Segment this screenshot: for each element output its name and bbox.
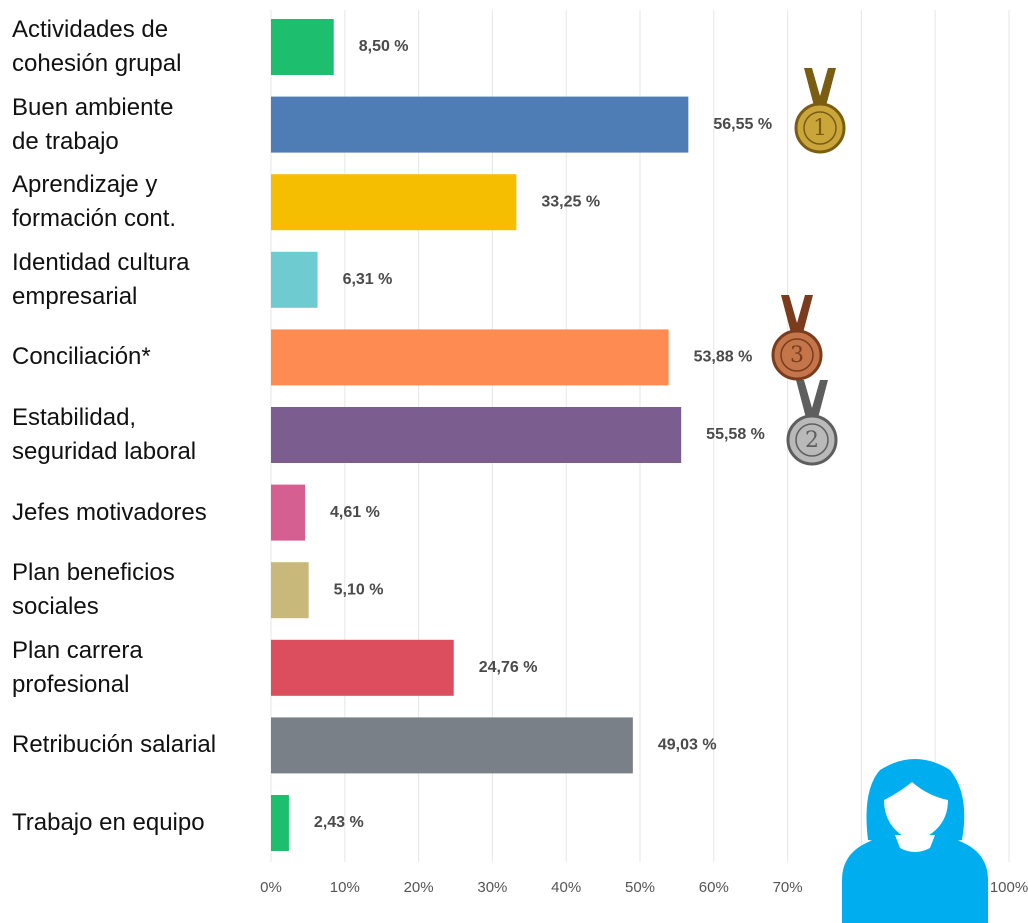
bar <box>271 484 306 541</box>
bar <box>271 329 669 386</box>
bar <box>271 562 309 619</box>
bar <box>271 96 689 153</box>
category-label: Actividades de cohesión grupal <box>12 16 182 77</box>
bar <box>271 407 682 463</box>
x-tick-label: 10% <box>330 879 360 896</box>
value-label: 4,61 % <box>330 504 380 521</box>
value-label: 6,31 % <box>343 271 393 288</box>
category-label: Plan beneficios sociales <box>12 559 175 621</box>
person-body <box>842 832 988 923</box>
category-label: Identidad cultura empresarial <box>12 248 190 310</box>
medal: 2 <box>786 380 838 466</box>
category-label: Aprendizaje y formación cont. <box>12 171 177 233</box>
x-tick-label: 50% <box>625 879 655 896</box>
medal-ribbon <box>781 295 813 333</box>
category-label: Retribución salarial <box>12 731 217 759</box>
medal-inner <box>780 338 814 372</box>
category-label: Plan carrera profesional <box>12 636 143 698</box>
x-tick-label: 20% <box>404 879 434 896</box>
person-neck <box>895 835 935 852</box>
medal-inner <box>803 111 837 145</box>
bar <box>271 639 454 696</box>
medal-disc <box>794 102 846 154</box>
medal-disc <box>771 329 823 381</box>
value-label: 2,43 % <box>314 814 364 831</box>
x-tick-label: 70% <box>773 879 803 896</box>
medal-number: 3 <box>790 343 804 368</box>
value-label: 33,25 % <box>541 193 600 210</box>
medal-ribbon <box>804 68 836 106</box>
bar <box>271 251 318 308</box>
x-tick-label: 100% <box>990 879 1028 896</box>
medal-number: 1 <box>813 116 827 141</box>
category-label: Conciliación* <box>12 343 151 371</box>
value-label: 49,03 % <box>658 737 717 754</box>
medal-inner <box>795 423 829 457</box>
x-tick-label: 60% <box>699 879 729 896</box>
category-label: Buen ambiente de trabajo <box>12 93 174 155</box>
value-label: 56,55 % <box>713 116 772 133</box>
bar <box>271 795 289 851</box>
value-label: 8,50 % <box>359 38 409 55</box>
value-label: 53,88 % <box>694 349 753 366</box>
value-label: 55,58 % <box>706 426 765 443</box>
medal-disc <box>786 414 838 466</box>
person-face <box>884 782 948 842</box>
person-icon <box>842 759 988 923</box>
category-label: Trabajo en equipo <box>12 809 205 836</box>
medal: 1 <box>794 68 846 154</box>
bar <box>271 717 633 774</box>
x-tick-label: 40% <box>551 879 581 896</box>
medal-ribbon <box>796 380 828 418</box>
value-label: 5,10 % <box>334 581 384 598</box>
x-tick-label: 0% <box>260 879 282 896</box>
medal-number: 2 <box>805 428 819 453</box>
bar <box>271 174 517 231</box>
x-tick-label: 30% <box>477 879 507 896</box>
bar <box>271 19 334 75</box>
category-label: Estabilidad, seguridad laboral <box>12 404 197 465</box>
medal: 3 <box>771 295 823 381</box>
category-label: Jefes motivadores <box>12 498 207 526</box>
value-label: 24,76 % <box>479 659 538 676</box>
